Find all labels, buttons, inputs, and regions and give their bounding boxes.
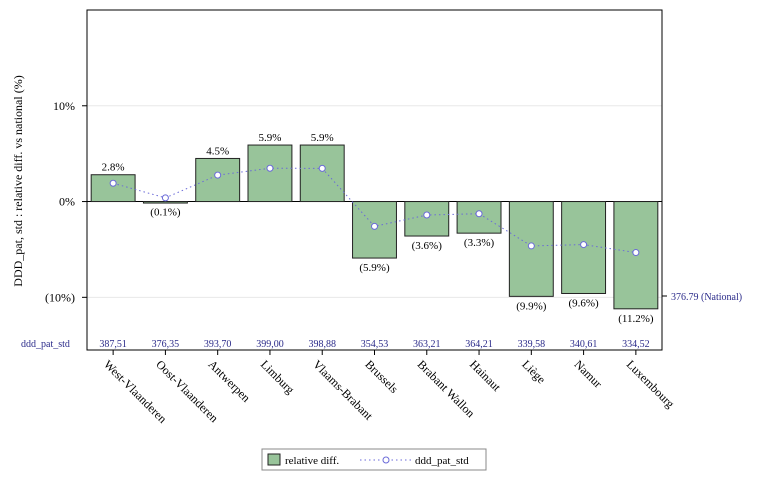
ddd-series-point <box>580 241 588 249</box>
ddd-series-point <box>475 210 483 218</box>
ddd-row-value: 398,88 <box>308 339 336 350</box>
national-reference-label: 376.79 (National) <box>671 292 742 303</box>
ddd-row-value: 363,21 <box>413 339 441 350</box>
bar-value-label: 5.9% <box>311 132 334 144</box>
legend-marker-ddd <box>382 456 390 464</box>
ddd-series-point <box>527 242 535 250</box>
x-tick-label: Brussels <box>362 357 401 396</box>
bar-label-layer: 2.8% (0.1%) 4.5% 5.9% 5.9% (5.9%) (3.6%) (3.3%)… <box>102 132 654 325</box>
legend-swatch-relative-diff <box>267 453 281 466</box>
ddd-row-value: 364,21 <box>465 339 493 350</box>
y-tick-label: 0% <box>59 195 75 209</box>
ddd-row-value: 393,70 <box>204 339 232 350</box>
ddd-series-point <box>318 164 326 172</box>
bar <box>195 157 241 203</box>
bar-value-label: 4.5% <box>206 145 229 157</box>
x-tick-label: Luxembourg <box>624 357 678 411</box>
bar-value-label: (5.9%) <box>359 262 390 274</box>
bar <box>299 144 345 203</box>
bar <box>456 201 502 234</box>
ddd-series-point <box>371 222 378 230</box>
bar <box>90 174 136 203</box>
y-tick-layer: 10% 0% (10%) <box>45 99 667 304</box>
bar-value-label: (0.1%) <box>150 207 181 219</box>
ddd-row-value: 387,51 <box>99 339 127 350</box>
bar-value-label: (9.6%) <box>568 297 599 309</box>
bar-value-label: 2.8% <box>102 162 125 174</box>
ddd-series-point <box>161 194 169 202</box>
y-tick-label: 10% <box>53 99 75 113</box>
ddd-series-point <box>632 249 640 257</box>
x-tick-label: Antwerpen <box>206 357 254 405</box>
ddd-row-value: 399,00 <box>256 339 284 350</box>
ddd-series-point <box>214 171 222 179</box>
bar-value-label: (3.6%) <box>412 240 443 252</box>
legend-label-relative-diff: relative diff. <box>285 455 339 467</box>
bar <box>404 201 450 237</box>
bar-value-label: (3.3%) <box>464 237 495 249</box>
y-axis-label: DDD_pat, std : relative diff. vs nationa… <box>11 75 25 286</box>
ddd-row-value: 376,35 <box>152 339 180 350</box>
ddd-series-point <box>109 179 117 187</box>
ddd-row-layer: 387,51 376,35 393,70 399,00 398,88 354,53 363,… <box>99 339 649 350</box>
bar-value-label: (9.9%) <box>516 300 547 312</box>
bar <box>247 144 293 203</box>
ddd-row-value: 334,52 <box>622 339 650 350</box>
x-tick-label: Namur <box>571 357 604 390</box>
ddd-series-point <box>266 164 274 172</box>
x-tick-label: Liège <box>519 357 548 386</box>
y-tick-label: (10%) <box>45 290 75 304</box>
legend: relative diff. ddd_pat_std <box>261 448 487 471</box>
ddd-row-value: 354,53 <box>361 339 389 350</box>
bar-value-label: (11.2%) <box>618 313 654 325</box>
line-layer <box>109 164 640 257</box>
ddd-row-value: 339,58 <box>518 339 546 350</box>
ddd-row-label: ddd_pat_std <box>21 339 70 350</box>
bar-value-label: 5.9% <box>258 132 281 144</box>
x-tick-label: Hainaut <box>467 357 504 394</box>
ddd-row-value: 340,61 <box>570 339 598 350</box>
bar <box>142 201 188 204</box>
ddd-series-point <box>423 211 431 219</box>
legend-label-ddd: ddd_pat_std <box>415 455 469 467</box>
x-tick-label: Limburg <box>258 357 297 396</box>
